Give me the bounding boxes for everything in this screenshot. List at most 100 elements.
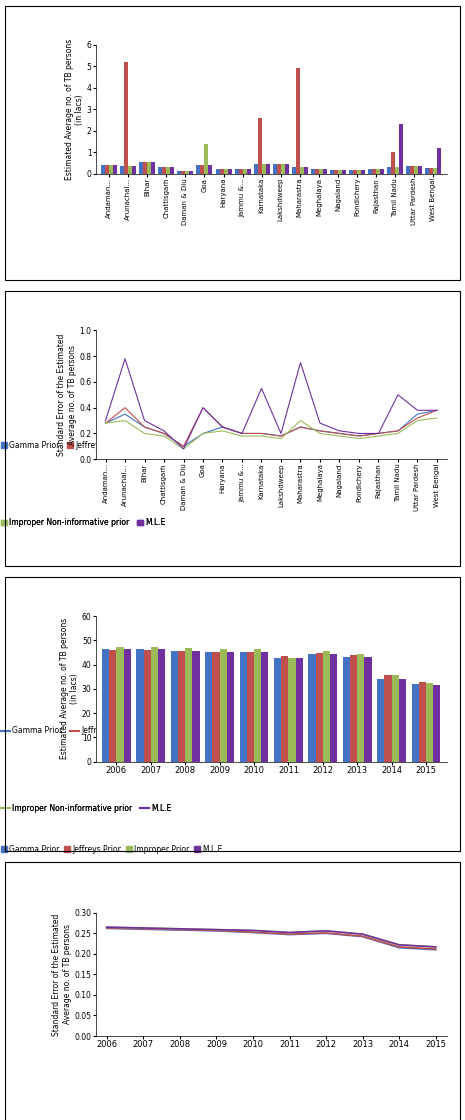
Bar [300,167,304,174]
Bar [387,167,391,174]
Bar [239,652,247,762]
Bar [429,168,433,174]
Bar [258,118,262,174]
Bar [136,650,144,762]
Bar [216,169,219,174]
Bar [227,169,232,174]
Y-axis label: Estimated Average no. of TB persons
(in lacs): Estimated Average no. of TB persons (in … [65,38,84,180]
Bar [113,165,117,174]
Bar [159,167,162,174]
Bar [109,165,113,174]
Legend: Improper Non-informative prior, M.L.E: Improper Non-informative prior, M.L.E [0,801,175,815]
Bar [425,168,429,174]
Bar [219,169,224,174]
Bar [205,652,213,762]
Bar [239,169,243,174]
Bar [426,683,433,762]
Bar [185,648,193,762]
Bar [247,652,254,762]
Bar [438,148,441,174]
Bar [296,657,303,762]
Bar [189,171,193,174]
Bar [342,170,346,174]
Bar [412,684,419,762]
Bar [410,166,414,174]
Bar [376,169,380,174]
Bar [380,169,384,174]
Bar [144,650,151,762]
Bar [343,656,350,762]
Bar [357,654,365,762]
Bar [433,685,440,762]
Bar [308,654,316,762]
Bar [418,166,422,174]
Legend: Gamma Prior, Jeffreys Prior, Improper Prior, M.L.E.: Gamma Prior, Jeffreys Prior, Improper Pr… [0,842,228,857]
Bar [316,653,323,762]
Bar [120,166,124,174]
Bar [105,165,109,174]
Bar [281,164,285,174]
Bar [147,161,151,174]
Y-axis label: Estimated Average no. of TB persons
(in lacs): Estimated Average no. of TB persons (in … [60,618,79,759]
Bar [181,171,186,174]
Bar [399,124,403,174]
Bar [124,62,128,174]
Bar [208,165,213,174]
Bar [116,647,124,762]
Bar [219,648,227,762]
Bar [368,169,372,174]
Bar [433,168,438,174]
Bar [311,169,315,174]
Bar [151,161,155,174]
Bar [395,167,399,174]
Bar [296,68,300,174]
Bar [261,652,268,762]
Bar [224,169,227,174]
Bar [419,681,426,762]
Bar [128,166,132,174]
Bar [266,164,270,174]
Bar [200,165,205,174]
Bar [377,679,385,762]
Bar [151,647,158,762]
Bar [304,167,308,174]
Bar [288,657,296,762]
Y-axis label: Standard Error of the Estimated
Average no. of TB persons: Standard Error of the Estimated Average … [53,913,72,1036]
Bar [205,143,208,174]
Bar [357,170,361,174]
Bar [262,164,266,174]
Bar [166,167,170,174]
Bar [143,161,147,174]
Bar [197,165,200,174]
Bar [281,656,288,762]
Bar [277,164,281,174]
Bar [350,655,357,762]
Bar [213,652,219,762]
Bar [243,169,246,174]
Bar [273,164,277,174]
Bar [101,165,105,174]
Bar [406,166,410,174]
Bar [171,651,178,762]
Bar [323,169,327,174]
Bar [254,650,261,762]
Bar [353,170,357,174]
Bar [392,674,399,762]
Bar [334,170,338,174]
Bar [140,161,143,174]
Bar [235,169,239,174]
Bar [385,675,392,762]
Bar [372,169,376,174]
Bar [330,170,334,174]
Bar [162,167,166,174]
Bar [330,654,337,762]
Bar [124,650,131,762]
Bar [361,170,365,174]
Bar [254,164,258,174]
Bar [102,650,109,762]
Bar [170,167,174,174]
Bar [227,652,234,762]
Bar [178,651,185,762]
Bar [323,651,330,762]
Bar [178,171,181,174]
